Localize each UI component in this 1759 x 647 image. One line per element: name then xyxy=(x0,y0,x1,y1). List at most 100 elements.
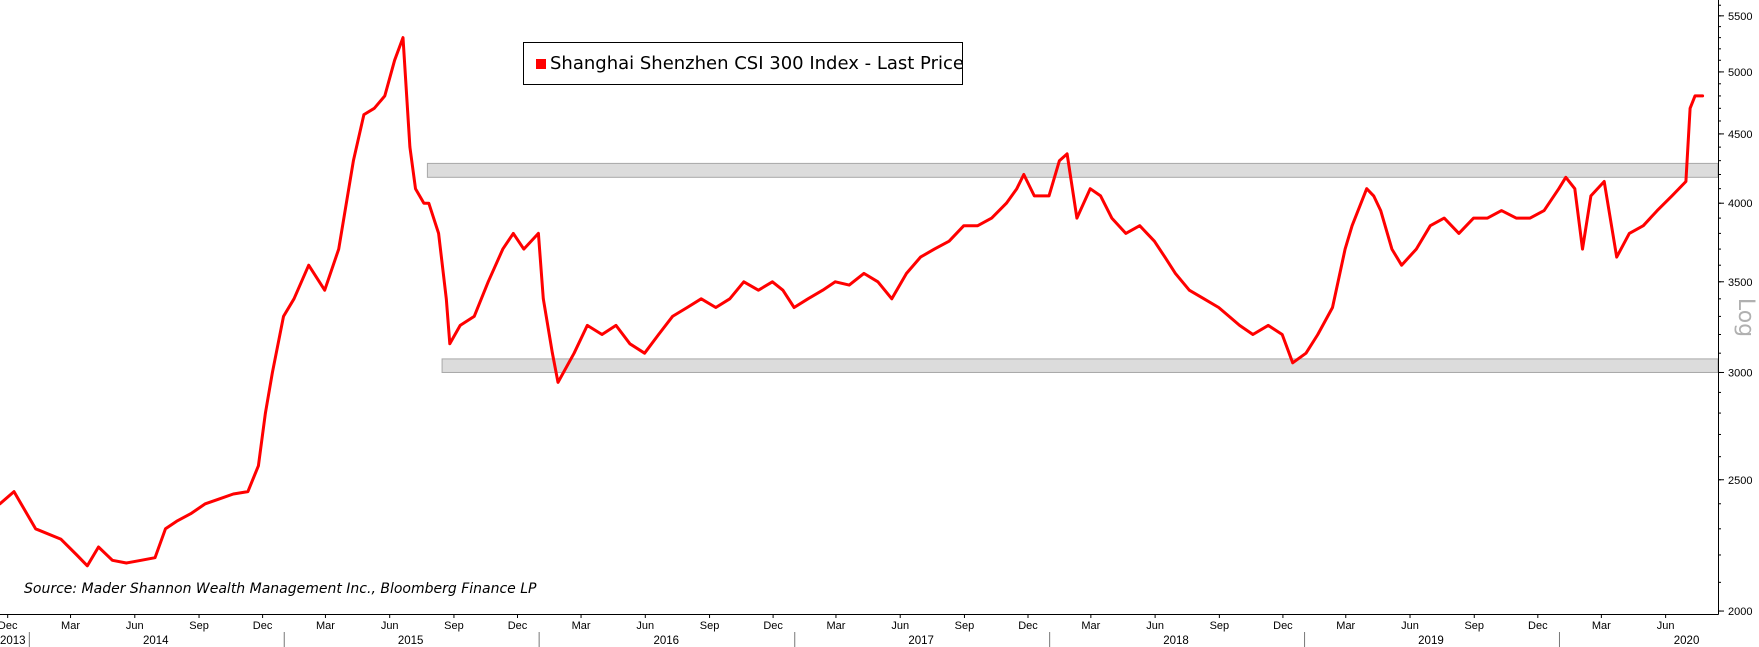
data-point xyxy=(1174,272,1177,275)
data-point xyxy=(408,145,412,149)
data-point xyxy=(1099,194,1102,198)
data-point xyxy=(1110,216,1114,220)
data-point xyxy=(1443,216,1446,220)
data-point xyxy=(125,561,128,565)
data-point xyxy=(1693,94,1697,98)
data-point xyxy=(232,492,235,496)
data-point xyxy=(139,559,143,562)
x-month-label: Dec xyxy=(1528,620,1548,632)
data-point xyxy=(1684,180,1688,183)
data-point xyxy=(919,255,922,259)
data-point xyxy=(0,502,2,505)
x-year-label-2016: 2016 xyxy=(653,635,679,647)
data-point xyxy=(362,113,366,116)
x-month-label: Mar xyxy=(572,620,591,632)
x-month-label: Jun xyxy=(1401,620,1419,632)
log-scale-label: Log xyxy=(1733,297,1759,338)
data-point xyxy=(1472,216,1475,220)
source-note: Source: Mader Shannon Wealth Management … xyxy=(24,581,537,597)
y-tick-label-5500: 5500 xyxy=(1728,11,1752,23)
x-month-label: Sep xyxy=(955,620,975,632)
data-point xyxy=(1343,247,1347,251)
legend-swatch xyxy=(536,58,546,69)
x-month-label: Dec xyxy=(1018,620,1038,632)
data-point xyxy=(792,306,796,309)
data-point xyxy=(1564,176,1567,179)
data-point xyxy=(445,297,448,301)
data-point xyxy=(556,381,560,384)
data-point xyxy=(1688,107,1692,110)
data-point xyxy=(383,94,387,98)
data-point xyxy=(1088,187,1092,190)
data-point xyxy=(1153,239,1156,243)
data-point xyxy=(448,342,451,345)
x-month-label: Sep xyxy=(1210,620,1230,632)
data-point xyxy=(34,527,37,531)
data-point xyxy=(175,519,178,523)
x-month-label: Dec xyxy=(253,620,273,632)
data-point xyxy=(643,351,646,355)
data-point xyxy=(1365,187,1368,190)
data-point xyxy=(1005,202,1008,205)
data-point xyxy=(1514,216,1518,220)
data-point xyxy=(1557,187,1560,190)
data-point xyxy=(264,411,267,415)
series-line-csi300 xyxy=(0,36,1705,568)
x-month-label: Mar xyxy=(826,620,845,632)
data-point xyxy=(1202,297,1206,301)
data-point xyxy=(600,333,604,336)
x-month-label: Jun xyxy=(381,620,399,632)
data-point xyxy=(1267,324,1270,327)
data-point xyxy=(542,297,545,301)
data-point xyxy=(486,280,490,283)
y-tick-label-5000: 5000 xyxy=(1728,67,1752,79)
data-point xyxy=(323,289,326,292)
x-month-label: Mar xyxy=(1336,620,1355,632)
y-tick-label-3500: 3500 xyxy=(1728,277,1752,289)
x-year-label-2015: 2015 xyxy=(398,635,424,647)
data-point xyxy=(876,280,880,283)
data-point xyxy=(1015,187,1019,190)
data-point xyxy=(728,297,732,301)
x-month-label: Dec xyxy=(1273,620,1293,632)
x-year-label-2013: 2013 xyxy=(0,635,26,647)
data-point xyxy=(1075,216,1079,220)
data-point xyxy=(671,315,674,318)
data-point xyxy=(1457,232,1461,235)
data-point xyxy=(806,297,810,301)
data-point xyxy=(1138,224,1141,227)
data-point xyxy=(551,351,554,355)
data-point xyxy=(512,232,515,235)
data-point xyxy=(1065,152,1069,156)
data-point xyxy=(1163,255,1167,259)
data-point xyxy=(976,224,979,227)
data-point xyxy=(1033,194,1036,198)
data-point xyxy=(97,545,100,549)
data-point xyxy=(1331,306,1334,309)
data-point xyxy=(1528,216,1532,220)
data-point xyxy=(890,297,894,301)
data-point xyxy=(781,289,785,292)
legend-label: Shanghai Shenzhen CSI 300 Index - Last P… xyxy=(550,53,964,74)
data-point xyxy=(1615,255,1618,259)
data-point xyxy=(246,490,250,493)
data-point xyxy=(437,232,440,235)
data-point xyxy=(586,324,589,327)
data-point xyxy=(1400,264,1403,267)
data-point xyxy=(204,502,207,505)
data-point xyxy=(1227,315,1231,318)
data-point xyxy=(1188,289,1191,292)
x-month-label: Jun xyxy=(1657,620,1675,632)
data-point xyxy=(1642,224,1645,227)
x-month-label: Sep xyxy=(1464,620,1484,632)
data-point xyxy=(1573,187,1577,190)
band-2 xyxy=(441,358,1719,373)
data-point xyxy=(337,247,340,251)
data-point xyxy=(1701,94,1704,98)
data-point xyxy=(821,289,824,292)
x-month-label: Dec xyxy=(763,620,783,632)
data-point xyxy=(1058,159,1061,162)
x-year-label-2018: 2018 xyxy=(1163,635,1189,647)
legend: Shanghai Shenzhen CSI 300 Index - Last P… xyxy=(523,42,964,85)
